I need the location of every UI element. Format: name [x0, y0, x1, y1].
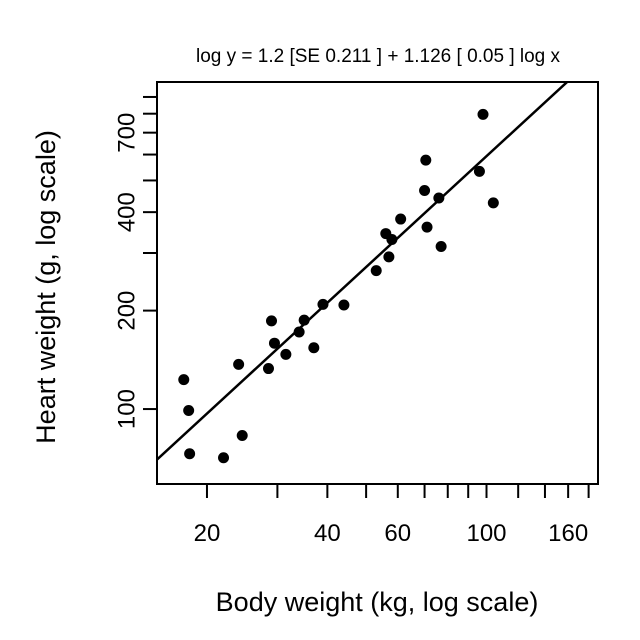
data-point-14 — [317, 298, 329, 310]
data-point-12 — [298, 314, 310, 326]
chart-title: log y = 1.2 [SE 0.211 ] + 1.126 [ 0.05 ]… — [196, 46, 561, 67]
data-point-26 — [473, 165, 485, 177]
data-point-6 — [236, 430, 248, 442]
data-point-29 — [531, 6, 542, 17]
y-axis-title: Heart weight (g, log scale) — [31, 130, 61, 444]
data-point-16 — [370, 265, 382, 277]
x-tick-label-60: 60 — [384, 520, 411, 547]
data-point-27 — [477, 108, 489, 120]
data-point-19 — [386, 233, 398, 245]
x-tick-label-40: 40 — [314, 520, 341, 547]
data-point-9 — [268, 337, 280, 349]
x-tick-label-100: 100 — [466, 520, 506, 547]
data-point-2 — [183, 404, 195, 416]
data-point-11 — [293, 326, 305, 338]
y-axis: 100 200 400 700 — [114, 95, 157, 429]
y-tick-label-700: 700 — [114, 113, 141, 153]
y-tick-label-100: 100 — [114, 389, 141, 429]
data-point-10 — [280, 348, 292, 360]
data-points — [178, 6, 542, 464]
data-point-3 — [184, 448, 196, 460]
data-point-28 — [487, 197, 499, 209]
x-axis: 20 40 60 100 160 — [194, 484, 590, 547]
x-tick-label-160: 160 — [548, 520, 588, 547]
data-point-21 — [419, 184, 431, 196]
data-point-13 — [308, 342, 320, 354]
x-tick-label-20: 20 — [194, 520, 221, 547]
data-point-20 — [395, 213, 407, 225]
data-point-15 — [338, 299, 350, 311]
data-point-18 — [383, 251, 395, 263]
data-point-1 — [178, 374, 190, 386]
data-point-8 — [266, 315, 278, 327]
data-point-7 — [262, 363, 274, 375]
data-point-24 — [433, 192, 445, 204]
plot-area — [156, 81, 599, 485]
x-axis-title: Body weight (kg, log scale) — [216, 587, 539, 617]
data-point-22 — [420, 154, 432, 166]
data-point-23 — [421, 221, 433, 233]
data-point-25 — [435, 241, 447, 253]
data-point-5 — [233, 358, 245, 370]
y-tick-label-200: 200 — [114, 291, 141, 331]
y-tick-label-400: 400 — [114, 192, 141, 232]
data-point-4 — [218, 452, 230, 464]
regression-line — [157, 82, 569, 461]
